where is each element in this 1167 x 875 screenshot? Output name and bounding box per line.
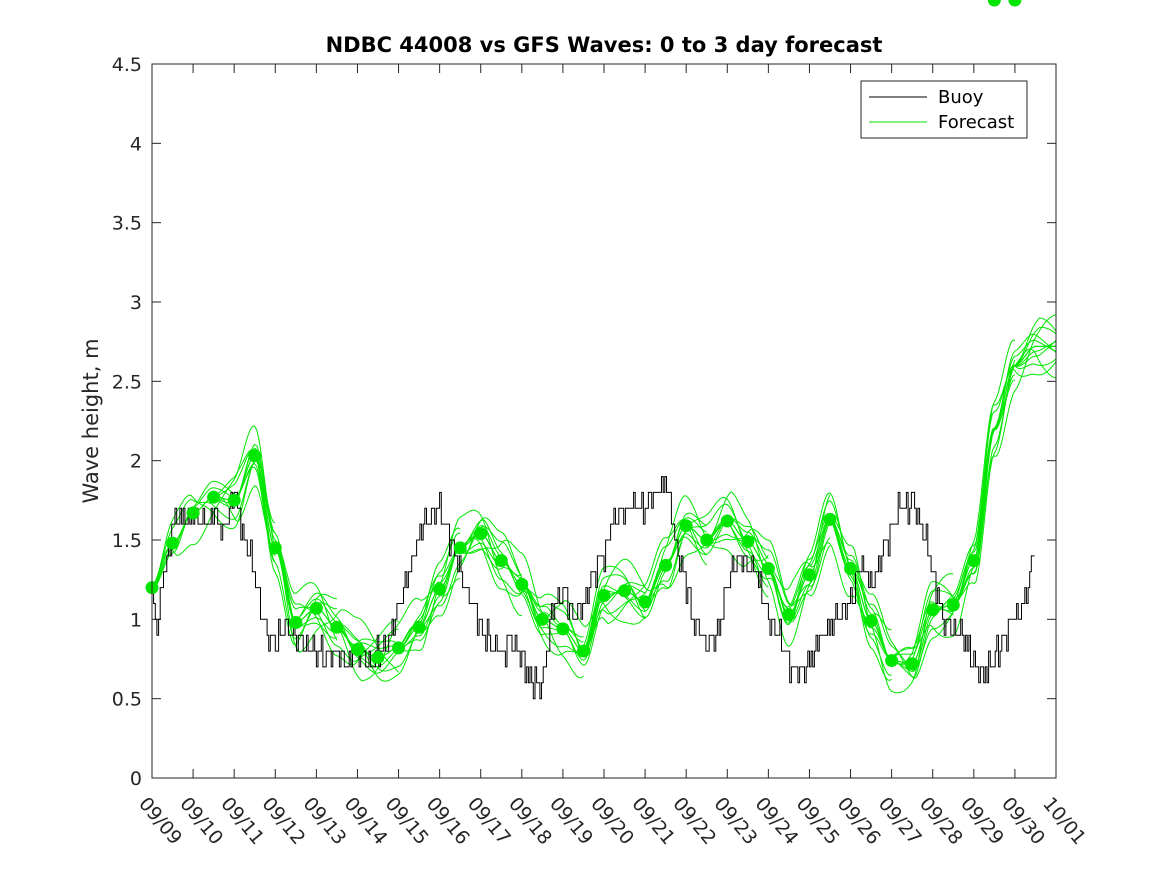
forecast-marker — [494, 554, 508, 568]
forecast-ensemble-line — [1014, 326, 1057, 366]
forecast-markers — [145, 0, 1022, 671]
legend-buoy-label: Buoy — [938, 87, 984, 108]
y-tick-label: 0 — [130, 768, 142, 790]
plot-area — [152, 64, 1056, 778]
forecast-marker — [720, 514, 734, 528]
forecast-marker — [248, 449, 262, 463]
y-tick-label: 2.5 — [112, 371, 142, 393]
forecast-marker — [618, 584, 632, 598]
forecast-marker — [987, 0, 1001, 7]
y-tick-label: 3 — [130, 292, 142, 314]
forecast-ensemble-line — [336, 527, 461, 682]
forecast-ensemble-line — [891, 374, 1016, 673]
forecast-marker — [946, 598, 960, 612]
forecast-marker — [1008, 0, 1022, 7]
forecast-ensemble-line — [583, 512, 707, 652]
legend-box — [860, 80, 1028, 139]
forecast-ensemble-line — [706, 491, 831, 647]
forecast-ensemble-line — [151, 425, 276, 588]
forecast-marker — [700, 533, 714, 547]
y-tick-label: 4 — [130, 133, 142, 155]
forecast-marker — [885, 654, 899, 668]
forecast-marker — [782, 608, 796, 622]
forecast-marker — [926, 603, 940, 617]
forecast-marker — [207, 490, 221, 504]
forecast-marker — [166, 536, 180, 550]
forecast-marker — [515, 577, 529, 591]
y-axis-label: Wave height, m — [79, 338, 103, 503]
forecast-marker — [453, 541, 467, 555]
y-tick-label: 1 — [130, 609, 142, 631]
forecast-ensemble-line — [398, 509, 522, 652]
forecast-ensemble-line — [1014, 341, 1057, 367]
forecast-marker — [905, 657, 919, 671]
buoy-line — [152, 476, 1035, 700]
chart-title: NDBC 44008 vs GFS Waves: 0 to 3 day fore… — [326, 33, 883, 57]
forecast-marker — [659, 558, 673, 572]
forecast-marker — [330, 620, 344, 634]
forecast-ensemble-line — [275, 547, 399, 666]
axes-box — [151, 63, 1057, 779]
forecast-ensemble-line — [706, 533, 831, 606]
forecast-ensemble-line — [1014, 340, 1057, 367]
y-tick-label: 0.5 — [112, 689, 142, 711]
forecast-marker — [227, 493, 241, 507]
forecast-marker — [761, 562, 775, 576]
y-tick-label: 2 — [130, 451, 142, 473]
forecast-marker — [268, 541, 282, 555]
forecast-marker — [864, 614, 878, 628]
forecast-marker — [186, 506, 200, 520]
forecast-ensemble-line — [953, 361, 1057, 606]
forecast-ensemble-line — [583, 540, 708, 652]
legend: Buoy Forecast — [860, 80, 1028, 139]
forecast-marker — [535, 612, 549, 626]
y-tick-labels: 0 0.5 1 1.5 2 2.5 3 3.5 4 4.5 — [112, 54, 142, 790]
forecast-ensemble-line — [891, 339, 1015, 661]
buoy-series — [152, 476, 1035, 700]
forecast-ensemble-line — [1014, 317, 1057, 366]
forecast-ensemble-line — [274, 547, 399, 673]
forecast-ensemble-line — [459, 539, 584, 679]
forecast-marker — [433, 582, 447, 596]
forecast-marker — [802, 568, 816, 582]
forecast-marker — [309, 601, 323, 615]
forecast-marker — [823, 512, 837, 526]
y-tick-label: 1.5 — [112, 530, 142, 552]
forecast-marker — [289, 616, 303, 630]
forecast-ensemble-line — [767, 500, 892, 676]
forecast-ensemble-line — [953, 339, 1057, 606]
forecast-marker — [638, 595, 652, 609]
forecast-ensemble-line — [829, 517, 954, 694]
forecast-marker — [474, 527, 488, 541]
forecast-marker — [556, 622, 570, 636]
forecast-marker — [597, 589, 611, 603]
y-tick-label: 4.5 — [112, 54, 142, 76]
forecast-ensemble-line — [459, 538, 584, 657]
legend-forecast-label: Forecast — [938, 112, 1014, 133]
forecast-marker — [576, 644, 590, 658]
forecast-ensemble-line — [767, 492, 892, 682]
forecast-marker — [967, 554, 981, 568]
forecast-marker — [741, 535, 755, 549]
forecast-ensemble-line — [152, 466, 276, 589]
forecast-marker — [844, 562, 858, 576]
forecast-marker — [679, 519, 693, 533]
forecast-ensemble-line — [706, 528, 831, 606]
forecast-marker — [412, 620, 426, 634]
forecast-ensemble-line — [336, 532, 461, 672]
forecast-marker — [371, 650, 385, 664]
forecast-marker — [350, 642, 364, 656]
y-tick-label: 3.5 — [112, 213, 142, 235]
forecast-marker — [392, 641, 406, 655]
